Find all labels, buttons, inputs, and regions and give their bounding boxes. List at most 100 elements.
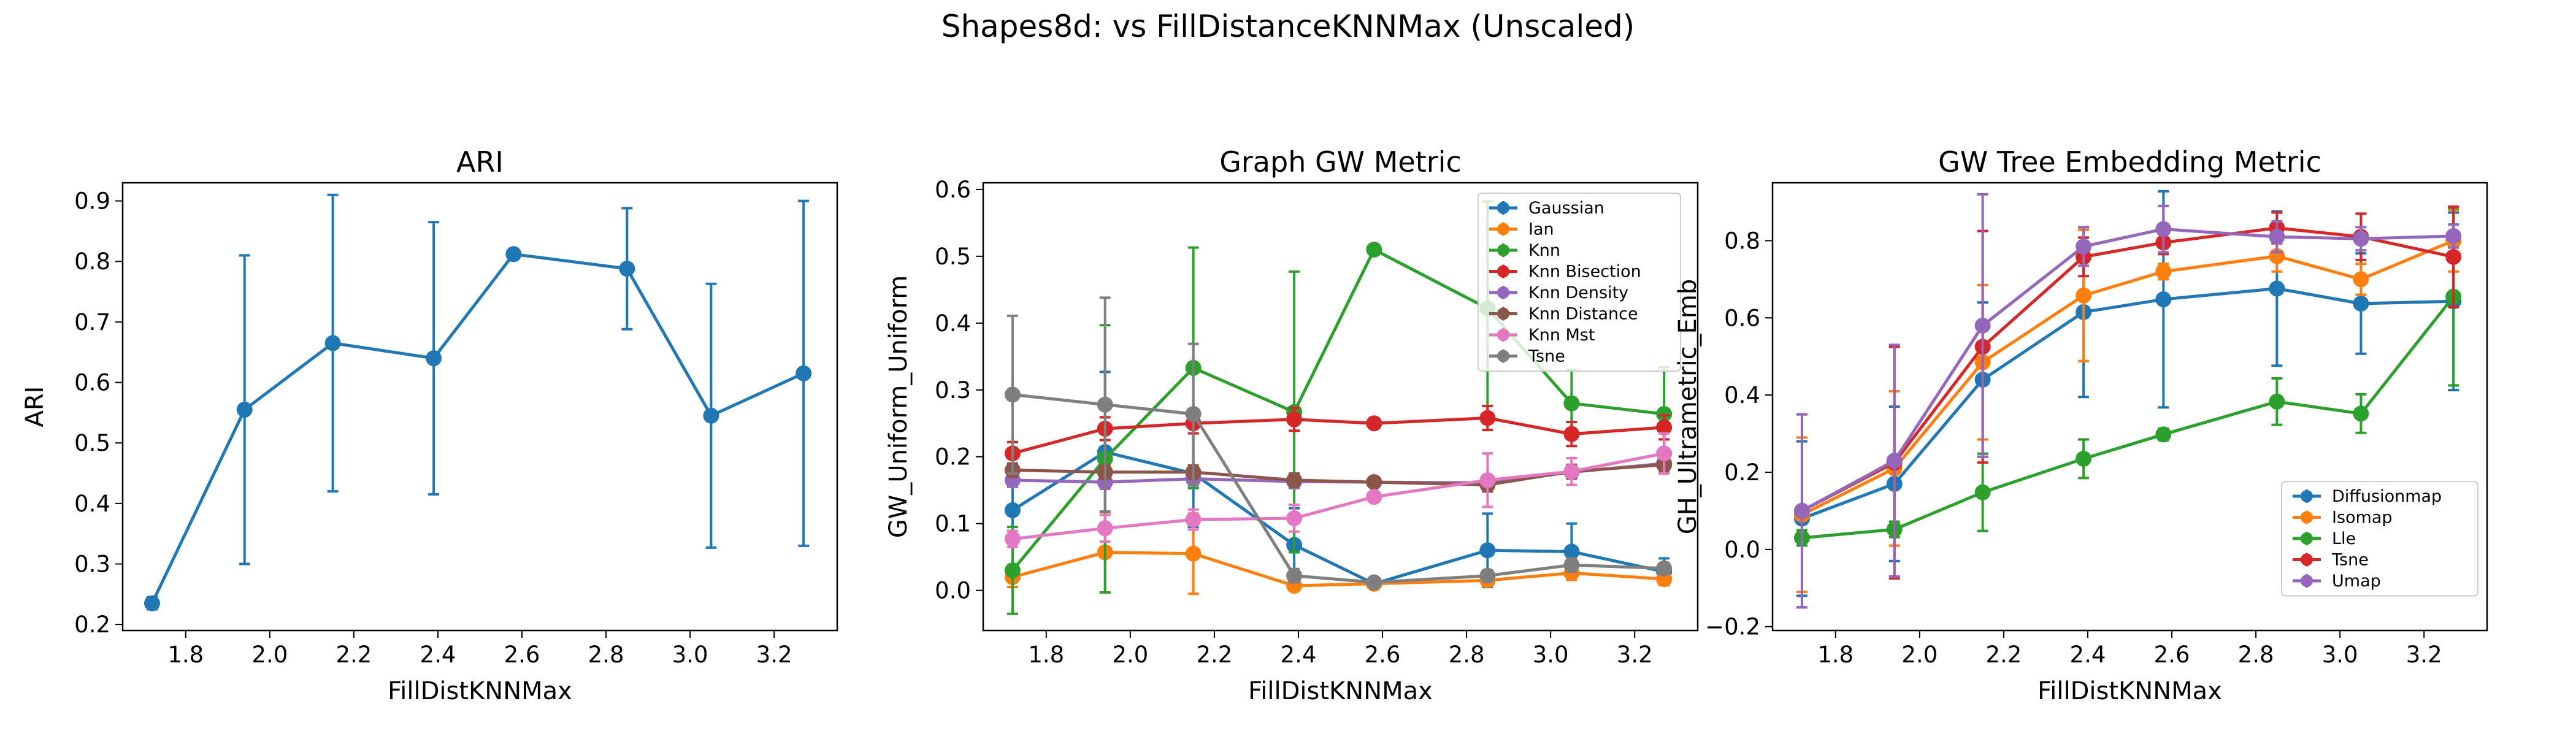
- data-point: [1563, 426, 1580, 442]
- x-tick-label: 2.2: [1985, 642, 2022, 668]
- y-tick-label: 0.5: [74, 430, 110, 456]
- data-point: [619, 261, 635, 277]
- legend-box: [2281, 481, 2478, 597]
- x-tick-label: 2.4: [1281, 642, 1317, 668]
- data-point: [2445, 248, 2462, 265]
- series-line: [1012, 393, 1665, 585]
- legend-swatch-marker: [1497, 265, 1509, 278]
- legend-box: [1478, 193, 1681, 372]
- y-tick-label: 0.1: [935, 511, 971, 537]
- y-tick-label: 0.6: [74, 370, 110, 396]
- x-tick-label: 2.0: [1901, 642, 1938, 668]
- x-tick-label: 2.4: [420, 642, 456, 668]
- x-tick-label: 2.2: [1196, 642, 1232, 668]
- axes-frame: [121, 182, 838, 632]
- legend-label: Tsne: [2331, 551, 2369, 570]
- series-line: [1801, 226, 2454, 513]
- x-tick-label: 2.8: [2238, 642, 2274, 668]
- y-tick-label: 0.4: [74, 491, 110, 517]
- x-tick-label: 2.4: [2070, 642, 2106, 668]
- x-axis-label: FillDistKNNMax: [1248, 677, 1433, 705]
- data-point: [703, 407, 719, 424]
- y-tick-label: 0.5: [935, 243, 971, 270]
- data-point: [236, 401, 253, 418]
- series-0: [144, 193, 812, 611]
- y-tick-label: 0.8: [74, 248, 110, 275]
- data-point: [1479, 542, 1496, 559]
- data-point: [2269, 280, 2285, 297]
- axes-frame: [1771, 182, 2488, 632]
- data-point: [2445, 228, 2462, 244]
- legend-swatch-marker: [1497, 329, 1509, 341]
- x-tick-label: 2.8: [588, 642, 624, 668]
- data-point: [2155, 426, 2172, 443]
- series-knn-mst: [1004, 432, 1673, 548]
- y-tick-label: 0.6: [935, 177, 971, 203]
- legend-label: Knn Bisection: [1528, 263, 1641, 282]
- legend-label: Umap: [2332, 572, 2381, 591]
- data-point: [2353, 295, 2369, 312]
- series-line: [1801, 286, 2454, 520]
- data-point: [2353, 271, 2369, 288]
- data-point: [1004, 562, 1021, 578]
- legend-swatch-marker: [1497, 286, 1509, 299]
- panel-ari: ARI 1.8 2.0 2.2 2.4 2.6 2.8 3.0 3.2 0.2 0.3 0.4 0.5 0…: [21, 145, 838, 705]
- legend-swatch-marker: [1497, 244, 1509, 256]
- data-point: [1886, 453, 1903, 469]
- data-point: [2353, 231, 2369, 247]
- data-point: [505, 246, 522, 263]
- data-point: [1286, 472, 1303, 488]
- x-tick-label: 3.2: [756, 642, 792, 668]
- legend-swatch-marker: [1497, 202, 1509, 214]
- x-tick-label: 2.0: [251, 642, 288, 668]
- data-point: [1366, 241, 1382, 258]
- legend-swatch-marker: [2301, 553, 2313, 566]
- series-line: [1012, 416, 1665, 455]
- x-tick-label: 2.6: [504, 642, 540, 668]
- series-tsne: [1004, 296, 1673, 591]
- data-point: [1656, 560, 1673, 577]
- y-tick-label: 0.4: [935, 310, 971, 337]
- x-tick-label: 3.0: [672, 642, 708, 668]
- panel-graph-gw-metric: Graph GW Metric 1.8 2.0 2.2 2.4 2.6 2.8 3.0 3.2 0…: [884, 145, 1699, 705]
- x-tick-label: 2.6: [2154, 642, 2190, 668]
- data-point: [1563, 395, 1580, 412]
- data-point: [1656, 405, 1673, 422]
- x-tick-label: 1.8: [1817, 642, 1853, 668]
- x-tick-label: 1.8: [167, 642, 204, 668]
- legend-label: Knn Distance: [1528, 305, 1638, 324]
- legend-label: Ian: [1528, 220, 1554, 239]
- y-tick-label: 0.2: [935, 444, 971, 470]
- y-tick-label: 0.3: [935, 377, 971, 404]
- legend-swatch-marker: [2301, 511, 2313, 524]
- data-point: [1185, 512, 1202, 528]
- legend-label: Gaussian: [1528, 199, 1604, 218]
- data-point: [426, 350, 442, 367]
- series-line: [1011, 247, 1665, 572]
- y-axis-label: GH_Ultrametric_Emb: [1674, 279, 1702, 535]
- series-line: [1012, 451, 1665, 541]
- data-point: [1366, 574, 1382, 591]
- legend-label: Diffusionmap: [2332, 487, 2442, 506]
- data-point: [2353, 405, 2369, 422]
- y-axis-label: ARI: [21, 386, 49, 427]
- data-point: [1097, 396, 1113, 413]
- axes-frame: [982, 182, 1699, 632]
- data-point: [1366, 415, 1382, 432]
- x-tick-label: 3.2: [1617, 642, 1653, 668]
- y-tick-label: 0.8: [1724, 228, 1760, 254]
- data-point: [1004, 531, 1021, 547]
- data-point: [1185, 405, 1202, 422]
- y-tick-label: 0.2: [1724, 459, 1760, 486]
- y-tick-label: 0.3: [74, 551, 110, 577]
- series-line: [150, 252, 805, 604]
- y-tick-label: 0.7: [74, 309, 110, 335]
- legend-label: Knn Mst: [1528, 326, 1595, 345]
- data-point: [2076, 450, 2092, 467]
- data-point: [2269, 393, 2285, 410]
- x-axis-label: FillDistKNNMax: [388, 677, 572, 705]
- figure-title: Shapes8d: vs FillDistanceKNNMax (Unscale…: [941, 9, 1635, 44]
- data-point: [1286, 567, 1303, 584]
